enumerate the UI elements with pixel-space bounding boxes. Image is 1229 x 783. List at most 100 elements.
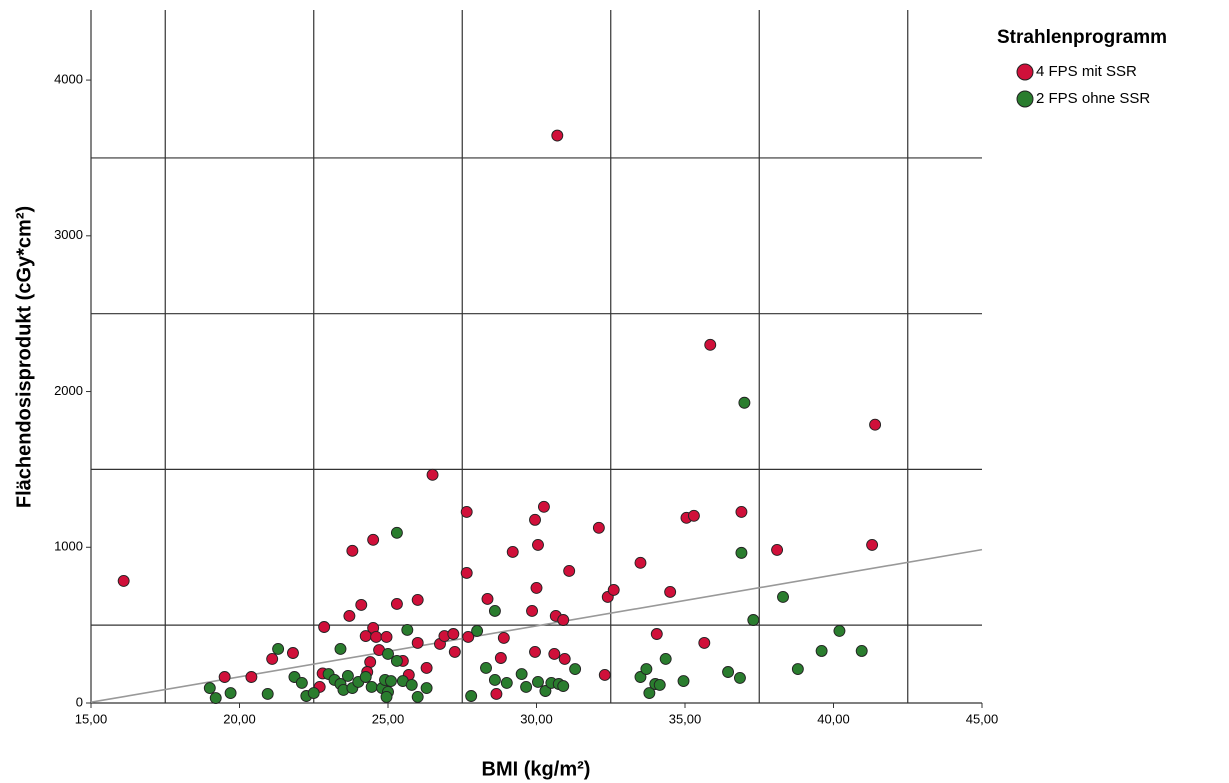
data-point (500, 676, 513, 689)
data-point (659, 652, 672, 665)
data-point (488, 605, 501, 617)
data-point (494, 652, 507, 664)
data-point (447, 628, 460, 640)
data-point (650, 628, 663, 640)
data-point (411, 636, 424, 649)
x-axis-title: BMI (kg/m²) (482, 758, 591, 780)
x-tick-label: 45,00 (966, 711, 999, 726)
data-point (287, 647, 299, 659)
data-point (532, 538, 544, 551)
data-point (355, 598, 368, 611)
data-point (634, 671, 647, 683)
data-point (557, 614, 570, 626)
data-point (664, 586, 677, 598)
data-point (411, 593, 424, 606)
data-point (420, 682, 433, 694)
data-point (488, 674, 501, 686)
data-point (558, 652, 571, 665)
data-point (224, 687, 237, 699)
y-tick-label: 4000 (54, 72, 83, 87)
y-tick-label: 0 (76, 694, 83, 709)
data-point (341, 669, 354, 682)
data-point (791, 663, 804, 676)
data-point (677, 675, 690, 687)
data-point (526, 605, 538, 617)
data-point (272, 643, 285, 655)
data-point (640, 663, 653, 676)
data-point (569, 663, 582, 676)
legend-label: 2 FPS ohne SSR (1036, 90, 1150, 107)
data-point (401, 624, 414, 636)
data-point (318, 621, 331, 633)
data-point (704, 338, 717, 351)
data-point (359, 630, 372, 642)
data-point (367, 533, 380, 546)
data-point (218, 671, 231, 683)
legend-label: 4 FPS mit SSR (1036, 63, 1137, 80)
data-point (390, 598, 403, 610)
data-point (390, 655, 403, 667)
data-point (497, 631, 510, 644)
data-point (548, 647, 561, 660)
x-tick-label: 35,00 (669, 711, 702, 726)
x-tick-label: 15,00 (75, 711, 108, 726)
x-tick-label: 40,00 (817, 711, 850, 726)
data-point (833, 624, 846, 637)
legend-marker (1016, 90, 1034, 108)
data-point (411, 690, 424, 703)
data-point (405, 678, 418, 691)
data-point (687, 509, 700, 522)
data-point (653, 678, 666, 691)
y-tick-label: 3000 (54, 227, 83, 242)
data-point (530, 581, 543, 594)
data-point (426, 468, 439, 481)
data-point (245, 671, 258, 683)
data-point (869, 418, 882, 431)
data-point (539, 685, 552, 697)
data-point (364, 656, 377, 668)
y-tick-label: 2000 (54, 383, 83, 398)
fit-line (90, 548, 983, 704)
data-point (490, 688, 503, 700)
data-point (343, 609, 356, 622)
data-point (529, 513, 541, 526)
data-point (462, 631, 475, 643)
data-point (382, 647, 394, 660)
data-point (481, 593, 494, 605)
data-point (520, 681, 533, 693)
data-point (735, 505, 748, 518)
data-point (307, 687, 320, 699)
data-point (537, 500, 550, 513)
data-point (448, 645, 461, 658)
data-point (261, 688, 274, 700)
data-point (722, 666, 735, 678)
data-point (460, 567, 473, 579)
data-point (532, 676, 544, 688)
data-point (855, 645, 868, 657)
data-point (420, 662, 433, 674)
data-point (117, 574, 130, 587)
data-point (515, 668, 528, 680)
x-tick-label: 30,00 (520, 711, 553, 726)
data-point (598, 669, 611, 681)
y-tick-label: 1000 (54, 539, 83, 554)
data-point (346, 544, 359, 557)
data-point (529, 645, 541, 658)
x-tick-label: 25,00 (372, 711, 405, 726)
legend-marker (1016, 63, 1034, 81)
data-point (771, 543, 784, 556)
data-point (203, 682, 216, 694)
data-point (643, 687, 656, 699)
data-point (465, 690, 478, 702)
data-point (460, 505, 473, 518)
data-point (370, 631, 383, 643)
data-point (735, 546, 748, 559)
data-point (390, 526, 403, 539)
data-point (733, 671, 746, 684)
data-point (365, 681, 378, 693)
data-point (557, 680, 570, 692)
data-point (471, 624, 484, 637)
data-point (777, 590, 789, 603)
data-point (592, 521, 605, 534)
